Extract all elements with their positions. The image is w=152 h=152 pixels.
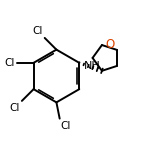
Text: O: O — [105, 38, 114, 51]
Text: Cl: Cl — [33, 26, 43, 36]
Text: Cl: Cl — [10, 103, 20, 113]
Text: Cl: Cl — [60, 121, 71, 131]
Text: NH: NH — [83, 61, 100, 71]
Text: Cl: Cl — [4, 58, 15, 68]
